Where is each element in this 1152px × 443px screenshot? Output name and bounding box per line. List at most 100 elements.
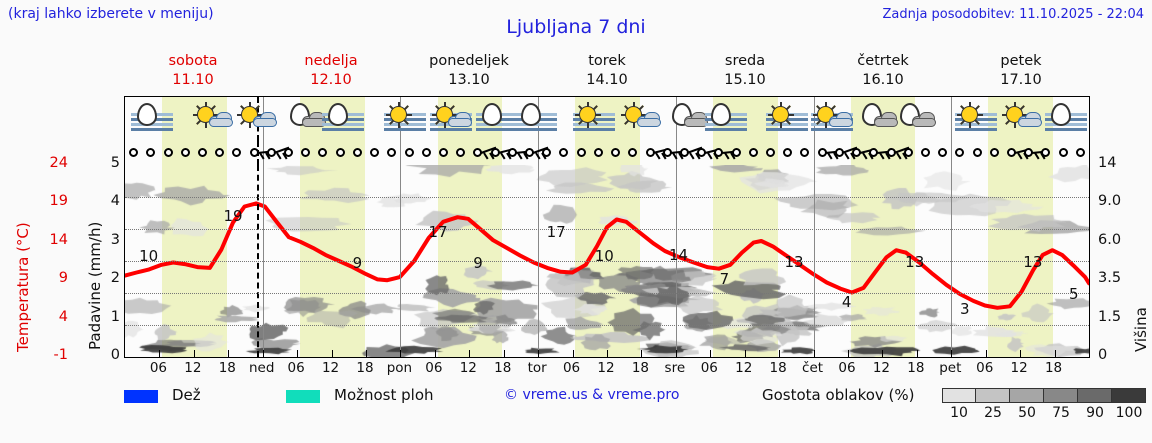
wind-barb-feather xyxy=(259,152,265,160)
wind-calm-marker xyxy=(989,148,999,157)
weather-icon-sun-cloud xyxy=(1002,99,1043,139)
x-tick-18: 18 xyxy=(494,360,512,376)
last-update-label: Zadnja posodobitev: 11.10.2025 - 22:04 xyxy=(882,7,1144,22)
cloud-puff xyxy=(684,118,709,127)
temperature-label: 14 xyxy=(668,245,689,264)
moon-icon xyxy=(1051,103,1071,126)
sun-icon xyxy=(574,102,601,128)
temperature-label: 9 xyxy=(473,254,483,273)
wind-calm-marker xyxy=(852,148,862,157)
wind-calm-marker xyxy=(697,148,707,157)
wind-calm-marker xyxy=(714,148,724,157)
sun-ray xyxy=(977,114,984,116)
sun-icon xyxy=(767,102,794,128)
weather-icon-sun-haze xyxy=(572,99,615,139)
x-axis-tick xyxy=(331,350,333,357)
wind-calm-marker xyxy=(1075,148,1085,157)
temperature-tick: 4 xyxy=(58,308,68,325)
x-axis-tick xyxy=(297,350,299,357)
cloud-puff xyxy=(828,118,853,127)
cloud-height-axis-title: Višina oblakov (km) xyxy=(1132,293,1152,352)
cloud-icon xyxy=(301,112,326,127)
wind-barb-feather xyxy=(844,152,850,160)
temperature-label: 7 xyxy=(719,269,730,288)
cloud-height-tick-labels: 14 9.0 6.0 3.5 1.5 0 xyxy=(1094,96,1130,363)
weather-icon-sun-haze xyxy=(765,99,808,139)
cloud-density-swatch-10 xyxy=(942,388,976,403)
cloud-density-gradient: 10 25 50 75 90 100 xyxy=(942,388,1152,422)
wind-calm-marker xyxy=(146,148,156,157)
x-axis-tick xyxy=(675,350,677,357)
day-date: 14.10 xyxy=(586,72,628,88)
day-separator-1 xyxy=(262,141,264,165)
cloud-height-tick: 1.5 xyxy=(1098,308,1122,325)
sun-disc xyxy=(390,106,408,123)
wind-barb-feather xyxy=(827,152,833,160)
temperature-label: 13 xyxy=(905,253,925,272)
moon-icon xyxy=(521,103,542,126)
x-tick-12: 12 xyxy=(184,360,202,376)
copyright-link[interactable]: © vreme.us & vreme.pro xyxy=(504,387,680,403)
legend-label-showers: Možnost ploh xyxy=(334,386,434,404)
haze-bar xyxy=(1045,128,1087,131)
cloud-icon xyxy=(637,112,662,127)
page-title: Ljubljana 7 dni xyxy=(506,16,646,38)
temperature-label: 4 xyxy=(841,292,852,311)
wind-calm-marker xyxy=(766,148,776,157)
wind-calm-marker xyxy=(679,148,689,157)
x-axis-tick xyxy=(193,350,195,357)
wind-calm-marker xyxy=(232,148,242,157)
x-axis-tick xyxy=(1054,350,1056,357)
day-header-row: sobota 11.10 nedelja 12.10 ponedeljek 13.10 to… xyxy=(124,52,1090,92)
x-axis-tick xyxy=(469,350,471,357)
precipitation-tick: 5 xyxy=(110,155,120,171)
precipitation-tick: 2 xyxy=(110,270,120,287)
haze-bar xyxy=(955,128,998,131)
legend-swatch-rain xyxy=(124,390,158,403)
cloud-puff xyxy=(301,118,326,127)
meteogram-plot: 10 19 9 17 9 17 10 14 7 13 4 13 3 13 5 xyxy=(124,96,1090,358)
moon-icon xyxy=(482,103,503,126)
day-separator-5 xyxy=(813,141,815,165)
x-axis-tick xyxy=(1020,350,1022,357)
day-date: 15.10 xyxy=(724,72,766,88)
temperature-curve xyxy=(125,201,1089,310)
wind-calm-marker xyxy=(525,148,535,157)
haze-bar xyxy=(765,128,808,131)
wind-calm-marker xyxy=(869,148,879,157)
cloud-density-level-10: 10 xyxy=(950,405,968,421)
cloud-puff xyxy=(637,118,662,127)
cloud-height-tick: 9.0 xyxy=(1098,193,1122,210)
x-tick-18: 18 xyxy=(1044,360,1063,376)
day-separator-6 xyxy=(951,97,953,141)
weather-icon-moon-cloud xyxy=(858,99,898,139)
day-header-7: petek 17.10 xyxy=(952,52,1090,92)
x-tick-sre: sre xyxy=(664,360,686,376)
cloud-density-level-100: 100 xyxy=(1115,405,1143,421)
wind-barb-feather xyxy=(534,152,541,160)
temperature-line xyxy=(125,201,1089,310)
x-tick-pon: pon xyxy=(386,360,413,376)
wind-calm-marker xyxy=(301,148,311,157)
cloud-density-swatch-100 xyxy=(1112,388,1146,403)
wind-calm-marker xyxy=(920,148,930,157)
wind-calm-marker xyxy=(559,148,569,157)
x-axis-tick xyxy=(641,350,643,357)
day-name: torek xyxy=(588,53,626,69)
gridline-1 xyxy=(125,197,1089,198)
cloud-puff xyxy=(873,118,898,127)
day-name: nedelja xyxy=(304,53,358,69)
temperature-tick-labels: 24 19 14 9 4 -1 xyxy=(34,96,68,363)
haze-bar xyxy=(384,128,427,131)
x-tick-06: 06 xyxy=(976,360,994,376)
wind-calm-marker xyxy=(215,148,225,157)
day-header-5: sreda 15.10 xyxy=(676,52,814,92)
sun-disc xyxy=(961,106,979,123)
precipitation-tick: 0 xyxy=(110,347,120,363)
location-menu-note[interactable]: (kraj lahko izberete v meniju) xyxy=(8,6,214,22)
temperature-tick: 24 xyxy=(49,155,68,171)
haze-bar xyxy=(515,128,558,131)
wind-calm-marker xyxy=(1041,148,1051,157)
wind-calm-marker xyxy=(180,148,190,157)
day-separator-3 xyxy=(538,141,540,165)
